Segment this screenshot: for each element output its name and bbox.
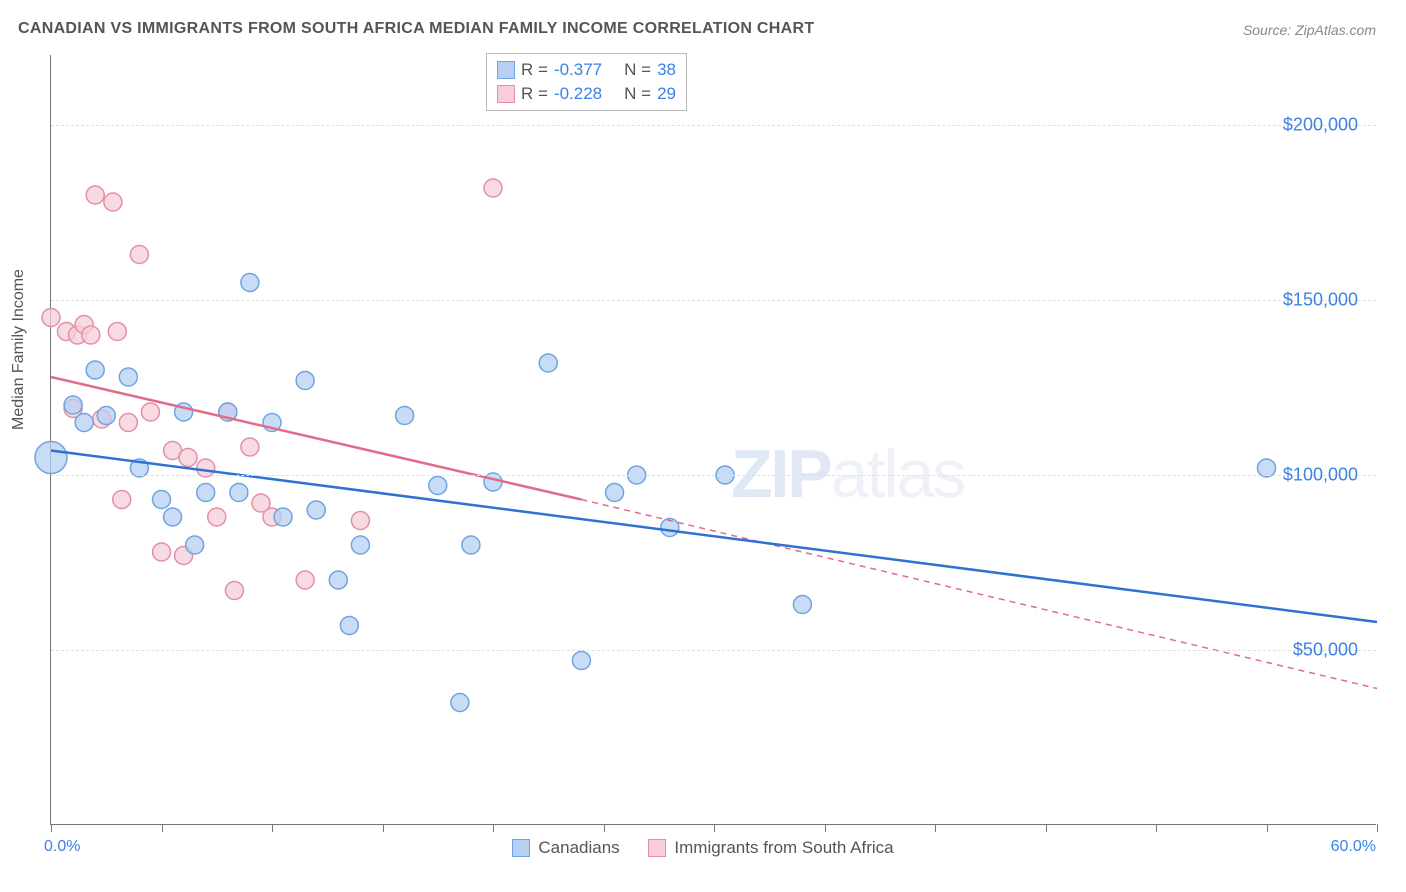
x-tick	[714, 824, 715, 832]
data-point	[153, 543, 171, 561]
trend-line	[581, 500, 1377, 689]
data-point	[274, 508, 292, 526]
legend-row-canadians: R = -0.377 N = 38	[497, 58, 676, 82]
data-point	[296, 571, 314, 589]
swatch-canadians	[497, 61, 515, 79]
legend-r-value-canadians: -0.377	[554, 60, 602, 80]
x-tick	[383, 824, 384, 832]
legend-row-immigrants: R = -0.228 N = 29	[497, 82, 676, 106]
data-point	[462, 536, 480, 554]
swatch-immigrants	[648, 839, 666, 857]
legend-r-label: R =	[521, 60, 548, 80]
data-point	[35, 442, 67, 474]
data-point	[484, 179, 502, 197]
chart-title: CANADIAN VS IMMIGRANTS FROM SOUTH AFRICA…	[18, 20, 814, 38]
x-tick	[51, 824, 52, 832]
data-point	[230, 484, 248, 502]
trend-line	[51, 377, 581, 500]
gridline	[51, 475, 1376, 476]
legend-n-value-immigrants: 29	[657, 84, 676, 104]
x-tick	[1377, 824, 1378, 832]
data-point	[108, 323, 126, 341]
gridline	[51, 300, 1376, 301]
data-point	[119, 414, 137, 432]
data-point	[225, 582, 243, 600]
x-tick	[1046, 824, 1047, 832]
y-tick-label: $50,000	[1293, 640, 1358, 661]
data-point	[340, 617, 358, 635]
data-point	[119, 368, 137, 386]
legend-bottom: Canadians Immigrants from South Africa	[0, 838, 1406, 862]
plot-area: ZIPatlas R = -0.377 N = 38 R = -0.228 N …	[50, 55, 1376, 825]
data-point	[539, 354, 557, 372]
scatter-svg	[51, 55, 1376, 824]
data-point	[296, 372, 314, 390]
data-point	[451, 694, 469, 712]
data-point	[164, 508, 182, 526]
swatch-immigrants	[497, 85, 515, 103]
legend-r-value-immigrants: -0.228	[554, 84, 602, 104]
data-point	[153, 491, 171, 509]
data-point	[572, 652, 590, 670]
source-label: Source: ZipAtlas.com	[1243, 22, 1376, 38]
y-tick-label: $200,000	[1283, 115, 1358, 136]
x-tick	[1267, 824, 1268, 832]
data-point	[241, 274, 259, 292]
legend-item-immigrants: Immigrants from South Africa	[648, 838, 893, 858]
legend-correlation-box: R = -0.377 N = 38 R = -0.228 N = 29	[486, 53, 687, 111]
x-tick	[162, 824, 163, 832]
legend-label-canadians: Canadians	[538, 838, 619, 858]
legend-r-label: R =	[521, 84, 548, 104]
x-tick	[493, 824, 494, 832]
data-point	[141, 403, 159, 421]
y-tick-label: $100,000	[1283, 465, 1358, 486]
gridline	[51, 650, 1376, 651]
data-point	[351, 512, 369, 530]
data-point	[396, 407, 414, 425]
data-point	[307, 501, 325, 519]
data-point	[186, 536, 204, 554]
data-point	[429, 477, 447, 495]
data-point	[179, 449, 197, 467]
legend-n-value-canadians: 38	[657, 60, 676, 80]
data-point	[97, 407, 115, 425]
swatch-canadians	[512, 839, 530, 857]
data-point	[793, 596, 811, 614]
legend-n-label: N =	[624, 84, 651, 104]
legend-n-label: N =	[624, 60, 651, 80]
data-point	[197, 484, 215, 502]
data-point	[351, 536, 369, 554]
data-point	[606, 484, 624, 502]
x-tick	[604, 824, 605, 832]
x-tick	[272, 824, 273, 832]
y-tick-label: $150,000	[1283, 290, 1358, 311]
y-axis-title: Median Family Income	[10, 269, 28, 430]
legend-label-immigrants: Immigrants from South Africa	[674, 838, 893, 858]
trend-line	[51, 451, 1377, 623]
data-point	[329, 571, 347, 589]
data-point	[42, 309, 60, 327]
x-tick	[935, 824, 936, 832]
x-tick	[825, 824, 826, 832]
data-point	[208, 508, 226, 526]
data-point	[64, 396, 82, 414]
data-point	[113, 491, 131, 509]
data-point	[75, 414, 93, 432]
gridline	[51, 125, 1376, 126]
data-point	[82, 326, 100, 344]
data-point	[86, 186, 104, 204]
data-point	[241, 438, 259, 456]
data-point	[130, 246, 148, 264]
x-tick	[1156, 824, 1157, 832]
data-point	[86, 361, 104, 379]
legend-item-canadians: Canadians	[512, 838, 619, 858]
data-point	[104, 193, 122, 211]
